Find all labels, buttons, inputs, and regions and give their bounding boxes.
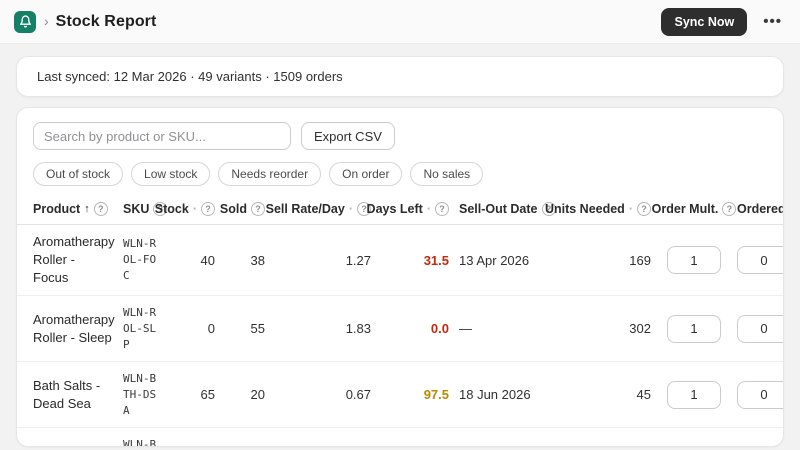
sort-ascending-icon: ↑ [84,203,90,215]
sell-rate-value: 1.27 [345,252,371,268]
search-input[interactable] [33,122,291,150]
filter-chip[interactable]: Out of stock [33,162,124,186]
product-name: Bath Salts - Himalayan [33,443,113,447]
sort-dot-icon: · [426,202,431,216]
sell-out-date: — [459,321,472,336]
help-icon[interactable]: ? [637,202,651,216]
column-label: SKU [123,202,150,216]
order-mult-input[interactable] [667,447,721,448]
column-header[interactable]: Ordered ? [737,202,784,216]
table-body: Aromatherapy Roller - Focus WLN-ROL-FOC … [17,225,784,448]
help-icon[interactable]: ? [541,202,556,216]
column-header[interactable]: Sold ? [220,202,265,216]
app-bell-icon[interactable] [14,10,36,33]
table-row: Aromatherapy Roller - Focus WLN-ROL-FOC … [17,225,783,296]
filter-chip-row: Out of stock Low stock Needs reorder On ord… [17,150,783,196]
column-label: Sell-Out Date [459,202,538,216]
column-header[interactable]: Order Mult. ? [652,202,737,216]
product-name: Aromatherapy Roller - Sleep [33,311,115,345]
help-icon[interactable]: ? [201,202,215,216]
last-synced-banner: Last synced: 12 Mar 2026 · 49 variants ·… [16,56,784,97]
filter-chip[interactable]: Needs reorder [218,162,322,186]
sku-value: WLN-BTH-HIM [123,437,157,447]
more-menu-icon[interactable]: ••• [759,11,786,32]
table-header-row: Product ↑ ? SKU ? Stock · ? Sold ? Sell … [17,196,784,225]
column-label: Stock [154,202,189,216]
ordered-input[interactable] [737,380,783,409]
filter-chip[interactable]: No sales [410,162,484,186]
stock-table-card: Export CSV Out of stock Low stock Needs re… [16,107,784,447]
days-left-value: 97.5 [423,387,449,402]
sold-value: 55 [250,321,265,336]
column-header[interactable]: Sell-Out Date ? [459,202,556,216]
sku-value: WLN-ROL-SLP [123,305,157,351]
breadcrumb-chevron-icon: › [44,12,49,29]
ordered-input[interactable] [737,447,784,448]
table-row: Aromatherapy Roller - Sleep WLN-ROL-SLP … [17,296,783,362]
table-row: Bath Salts - Dead Sea WLN-BTH-DSA 65 20 … [17,362,783,428]
order-mult-input[interactable] [667,246,721,274]
product-name: Bath Salts - Dead Sea [33,377,101,411]
sort-dot-icon: · [628,202,633,216]
order-mult-input[interactable] [667,380,721,409]
ordered-input[interactable] [737,314,783,343]
column-label: Product [33,202,81,216]
stock-value: 65 [200,387,215,402]
column-label: Sold [219,202,247,216]
sell-rate-value: 1.83 [345,321,371,336]
sort-dot-icon: · [348,202,353,216]
days-left-value: 31.5 [423,252,449,268]
help-icon[interactable]: ? [93,202,108,216]
column-header[interactable]: Days Left · ? [367,202,449,216]
sell-out-date: 13 Apr 2026 [459,252,530,268]
help-icon[interactable]: ? [251,202,265,216]
help-icon[interactable]: ? [153,202,168,216]
export-csv-button[interactable]: Export CSV [301,122,395,150]
table-row: Bath Salts - Himalayan WLN-BTH-HIM 20 40… [17,428,784,448]
column-header[interactable]: Product ↑ ? [33,202,113,216]
units-needed-value: 45 [636,387,651,402]
sort-dot-icon: · [192,202,197,216]
filter-chip[interactable]: On order [329,162,403,186]
last-synced-text: Last synced: 12 Mar 2026 · 49 variants ·… [37,69,343,84]
sku-value: WLN-ROL-FOC [123,237,157,282]
units-needed-value: 169 [629,252,651,268]
column-label: Ordered [737,202,784,216]
sync-now-button[interactable]: Sync Now [661,7,748,36]
sold-value: 20 [250,387,265,402]
column-label: Order Mult. [651,202,719,216]
top-bar: › Stock Report Sync Now ••• [0,0,800,44]
column-label: Sell Rate/Day [265,202,345,216]
help-icon[interactable]: ? [357,202,371,216]
sold-value: 38 [250,252,265,268]
units-needed-value: 302 [629,321,651,336]
order-mult-input[interactable] [667,314,721,343]
days-left-value: 0.0 [430,321,449,336]
ordered-input[interactable] [737,246,783,274]
table-toolbar: Export CSV [17,122,783,150]
help-icon[interactable]: ? [722,202,737,216]
sku-value: WLN-BTH-DSA [123,371,157,417]
stock-value: 0 [207,321,215,336]
product-name: Aromatherapy Roller - Focus [33,234,115,285]
page-title: Stock Report [55,12,157,30]
column-label: Days Left [366,202,423,216]
column-header[interactable]: Sell Rate/Day · ? [266,202,371,216]
sell-rate-value: 0.67 [345,387,371,402]
stock-value: 40 [200,252,215,268]
column-header[interactable]: SKU ? [123,202,168,216]
filter-chip[interactable]: Low stock [131,162,211,186]
column-header[interactable]: Units Needed · ? [545,202,651,216]
column-label: Units Needed [544,202,625,216]
help-icon[interactable]: ? [435,202,449,216]
column-header[interactable]: Stock · ? [155,202,215,216]
sell-out-date: 18 Jun 2026 [459,387,531,402]
